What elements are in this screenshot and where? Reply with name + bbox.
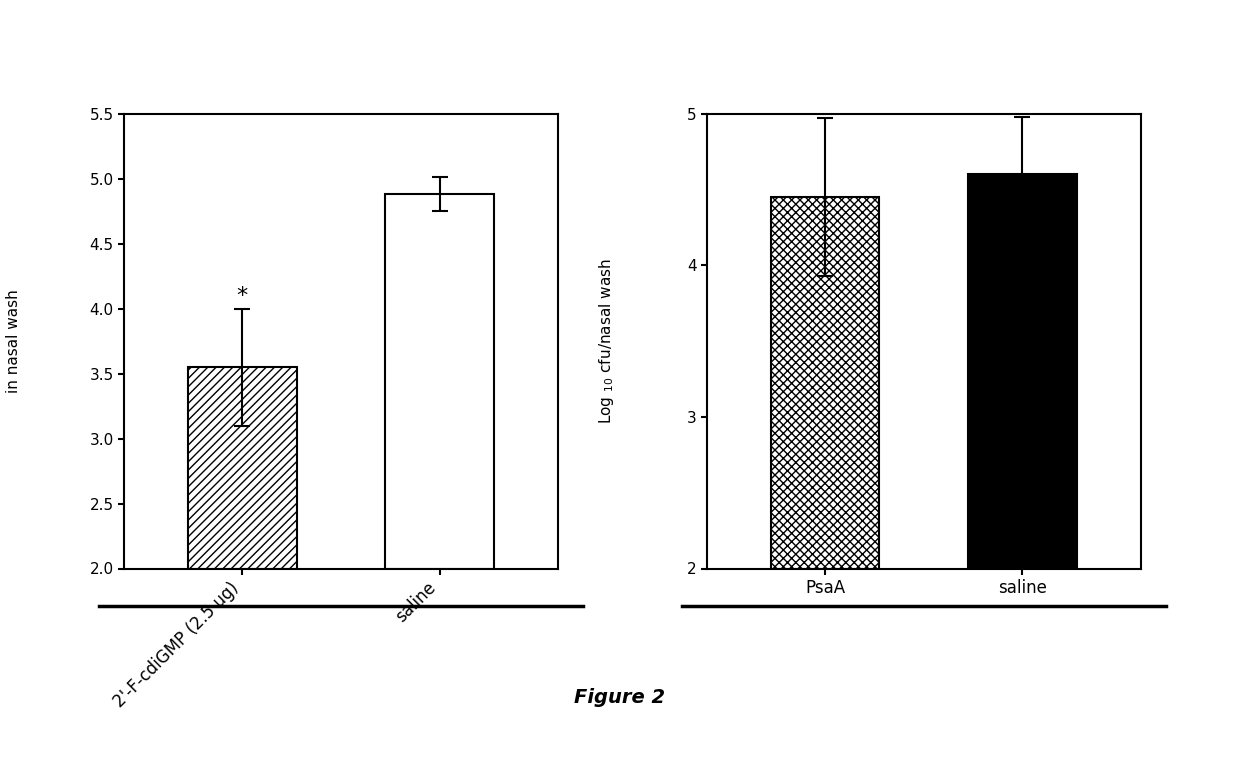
Bar — [386, 194, 494, 568]
Text: $\mathrm{Log\ _{10}\ cfu/nasal\ wash}$: $\mathrm{Log\ _{10}\ cfu/nasal\ wash}$ — [598, 258, 616, 424]
Bar — [188, 367, 296, 568]
Bar — [771, 197, 879, 568]
Text: *: * — [237, 286, 248, 306]
Text: $\mathrm{Log_{10}}$ $\mathit{S.\ pneumoniae}$
in nasal wash: $\mathrm{Log_{10}}$ $\mathit{S.\ pneumon… — [0, 258, 21, 424]
Text: Figure 2: Figure 2 — [574, 688, 666, 707]
Bar — [968, 174, 1076, 568]
